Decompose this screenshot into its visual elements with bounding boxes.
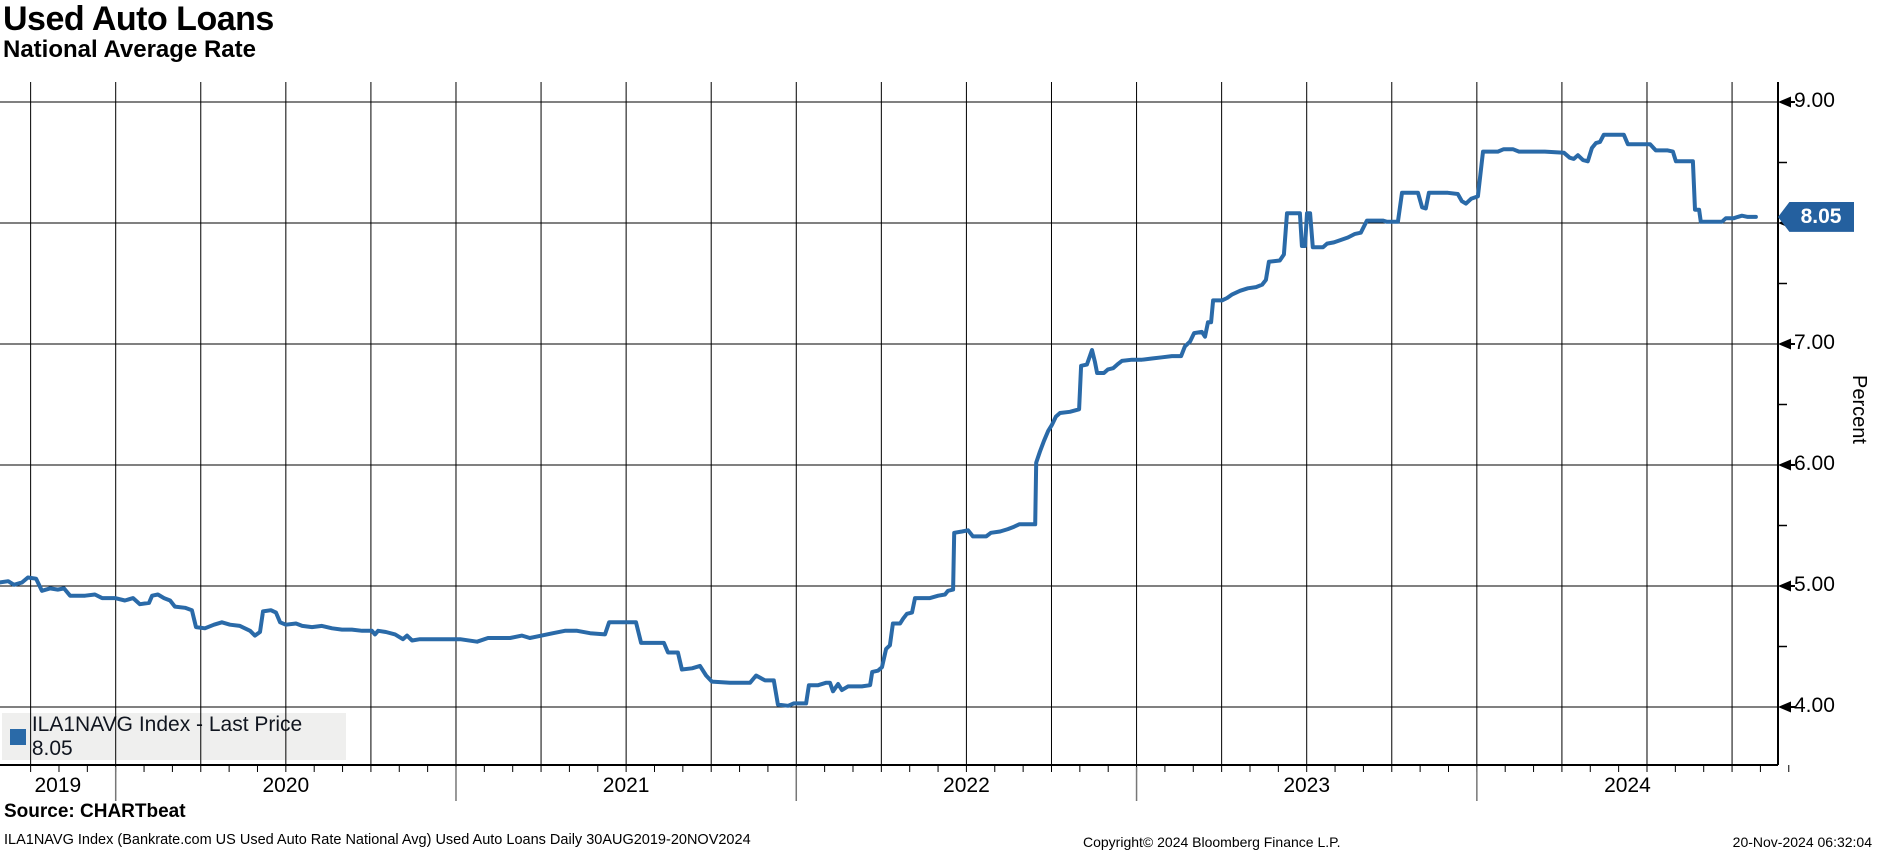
y-major-tick-arrow-icon	[1778, 459, 1791, 471]
footer-description: ILA1NAVG Index (Bankrate.com US Used Aut…	[4, 832, 751, 848]
footer-timestamp: 20-Nov-2024 06:32:04	[1732, 834, 1872, 850]
y-axis-label: 6.00	[1794, 452, 1835, 475]
x-axis-year-label: 2021	[602, 774, 650, 797]
x-axis-year-label: 2023	[1283, 774, 1331, 797]
y-axis-label: 9.00	[1794, 89, 1835, 112]
footer-copyright: Copyright© 2024 Bloomberg Finance L.P.	[1083, 834, 1341, 850]
page-subtitle: National Average Rate	[3, 36, 256, 63]
y-axis-label: 7.00	[1794, 331, 1835, 354]
legend-box: ILA1NAVG Index - Last Price 8.05	[2, 713, 346, 760]
y-major-tick-arrow-icon	[1778, 701, 1791, 713]
x-axis-year-label: 2020	[262, 774, 310, 797]
x-axis-year-label: 2022	[943, 774, 990, 797]
y-major-tick-arrow-icon	[1778, 580, 1791, 592]
series-swatch-icon	[10, 728, 26, 745]
last-price-badge: 8.05	[1778, 202, 1854, 232]
y-major-tick-arrow-icon	[1778, 338, 1791, 350]
series-line	[0, 132, 1758, 708]
y-axis-label: 5.00	[1794, 573, 1835, 596]
source-text: Source: CHARTbeat	[4, 801, 186, 822]
page-title: Used Auto Loans	[3, 0, 274, 38]
y-axis-title: Percent	[1848, 375, 1870, 444]
y-axis-label: 4.00	[1794, 694, 1835, 717]
y-major-tick-arrow-icon	[1778, 96, 1791, 108]
legend-label: ILA1NAVG Index - Last Price 8.05	[31, 712, 303, 760]
x-axis-year-label: 2019	[34, 774, 82, 797]
x-axis-year-label: 2024	[1604, 774, 1651, 797]
